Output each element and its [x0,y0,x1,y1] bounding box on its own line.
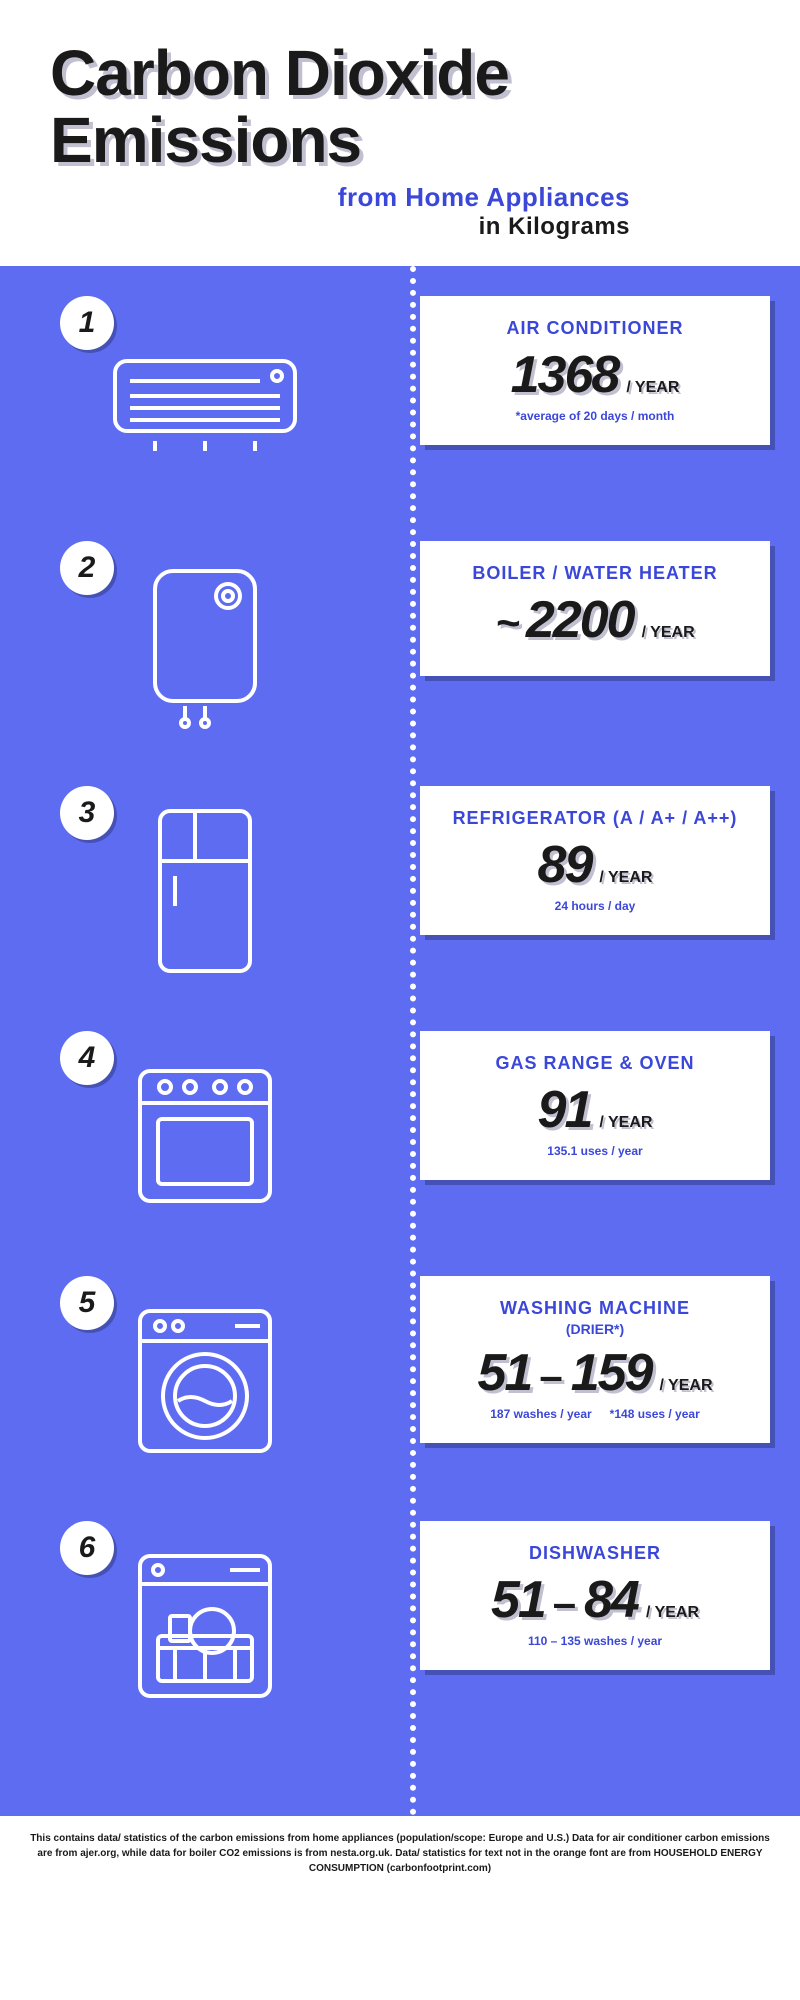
subtitle-from: from Home Appliances [50,182,630,213]
appliance-title: REFRIGERATOR (A / A+ / A++) [445,808,745,829]
appliance-value: ~2200/ YEAR [445,590,745,650]
footer-note: This contains data/ statistics of the ca… [0,1816,800,1891]
appliance-item: 4 GAS RANGE & OVEN 91/ YEAR 135.1 uses /… [0,1031,800,1221]
appliance-card: BOILER / WATER HEATER ~2200/ YEAR [420,541,770,676]
appliance-value: 89/ YEAR [445,835,745,895]
fridge-icon [105,806,305,976]
appliance-card: DISHWASHER 51–84/ YEAR 110 – 135 washes … [420,1521,770,1670]
number-badge: 2 [60,541,114,595]
main-section: 1 AIR CONDITIONER 1368/ YEAR *average of… [0,266,800,1816]
washer-icon [105,1296,305,1466]
appliance-card: GAS RANGE & OVEN 91/ YEAR 135.1 uses / y… [420,1031,770,1180]
appliance-item: 2 BOILER / WATER HEATER ~2200/ YEAR [0,541,800,731]
main-title: Carbon Dioxide Emissions [50,40,750,174]
appliance-value: 91/ YEAR [445,1080,745,1140]
number-badge: 5 [60,1276,114,1330]
appliance-card: REFRIGERATOR (A / A+ / A++) 89/ YEAR 24 … [420,786,770,935]
dishwasher-icon [105,1541,305,1711]
appliance-title: BOILER / WATER HEATER [445,563,745,584]
header: Carbon Dioxide Emissions from Home Appli… [0,0,800,266]
appliance-value: 1368/ YEAR [445,345,745,405]
ac-icon [105,316,305,486]
appliance-title: WASHING MACHINE [445,1298,745,1319]
appliance-value: 51–84/ YEAR [445,1570,745,1630]
number-badge: 3 [60,786,114,840]
oven-icon [105,1051,305,1221]
appliance-item: 3 REFRIGERATOR (A / A+ / A++) 89/ YEAR 2… [0,786,800,976]
appliance-title: AIR CONDITIONER [445,318,745,339]
appliance-item: 5 WASHING MACHINE (DRIER*) 51–159/ YEAR … [0,1276,800,1466]
appliance-item: 1 AIR CONDITIONER 1368/ YEAR *average of… [0,296,800,486]
subtitle-unit: in Kilograms [50,213,630,241]
appliance-card: WASHING MACHINE (DRIER*) 51–159/ YEAR 18… [420,1276,770,1443]
appliance-title: GAS RANGE & OVEN [445,1053,745,1074]
appliance-value: 51–159/ YEAR [445,1343,745,1403]
appliance-title: DISHWASHER [445,1543,745,1564]
number-badge: 4 [60,1031,114,1085]
number-badge: 6 [60,1521,114,1575]
boiler-icon [105,561,305,731]
appliance-card: AIR CONDITIONER 1368/ YEAR *average of 2… [420,296,770,445]
appliance-item: 6 DISHWASHER 51–84/ YEAR 110 – 135 washe… [0,1521,800,1711]
number-badge: 1 [60,296,114,350]
